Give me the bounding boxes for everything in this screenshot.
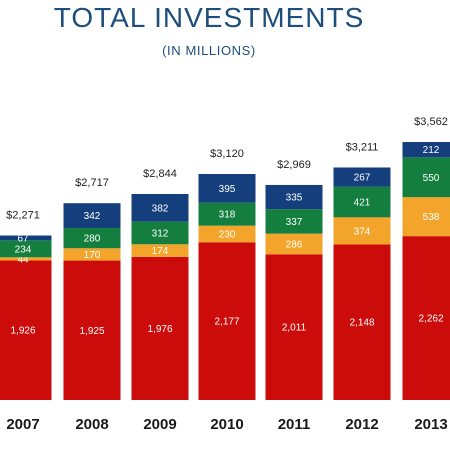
total-label-2011: $2,969 bbox=[277, 159, 311, 171]
segment-label-2013-s0: 2,262 bbox=[418, 314, 443, 325]
bar-segment-2009-s1 bbox=[131, 244, 189, 257]
segment-label-2008-s1: 170 bbox=[84, 250, 101, 261]
bar-segment-2013-s3 bbox=[402, 141, 450, 158]
bar-segment-2008-s1 bbox=[63, 248, 121, 261]
bar-segment-2011-s0 bbox=[265, 254, 323, 400]
x-tick-label-2008: 2008 bbox=[75, 416, 108, 433]
bar-segment-2012-s2 bbox=[333, 186, 391, 218]
segment-label-2010-s3: 395 bbox=[219, 184, 236, 195]
segment-label-2012-s1: 374 bbox=[354, 226, 371, 237]
bar-segment-2009-s3 bbox=[131, 194, 189, 222]
segment-label-2012-s0: 2,148 bbox=[349, 318, 374, 329]
total-label-2012: $3,211 bbox=[346, 141, 379, 153]
x-tick-label-2009: 2009 bbox=[143, 416, 176, 433]
bar-segment-2011-s2 bbox=[265, 209, 323, 234]
segment-label-2012-s3: 267 bbox=[354, 173, 371, 184]
segment-label-2010-s1: 230 bbox=[219, 229, 236, 240]
bar-segment-2012-s1 bbox=[333, 217, 391, 245]
segment-label-2009-s2: 312 bbox=[152, 228, 169, 239]
x-tick-label-2010: 2010 bbox=[210, 416, 243, 433]
bar-segment-2007-s3 bbox=[0, 235, 52, 241]
x-tick-label-2012: 2012 bbox=[345, 416, 378, 433]
segment-label-2010-s2: 318 bbox=[219, 210, 236, 221]
x-tick-label-2011: 2011 bbox=[278, 416, 311, 433]
bar-segment-2011-s3 bbox=[265, 184, 323, 210]
total-label-2007: $2,271 bbox=[6, 210, 40, 222]
bar-segment-2008-s0 bbox=[63, 260, 121, 400]
bar-segment-2012-s3 bbox=[333, 167, 391, 187]
segment-label-2007-s1: 44 bbox=[17, 254, 29, 265]
bar-segment-2007-s2 bbox=[0, 240, 52, 258]
segment-label-2010-s0: 2,177 bbox=[214, 317, 239, 328]
bar-segment-2009-s0 bbox=[131, 256, 189, 400]
segment-label-2013-s3: 212 bbox=[423, 145, 440, 156]
segment-label-2008-s0: 1,925 bbox=[79, 326, 104, 337]
segment-label-2011-s0: 2,011 bbox=[282, 323, 307, 334]
segment-label-2009-s3: 382 bbox=[152, 203, 169, 214]
bar-segment-2008-s3 bbox=[63, 203, 121, 228]
total-label-2010: $3,120 bbox=[210, 148, 244, 160]
bar-segment-2013-s0 bbox=[402, 236, 450, 400]
segment-label-2007-s2: 234 bbox=[15, 244, 32, 255]
segment-label-2011-s1: 286 bbox=[286, 239, 303, 250]
bar-segment-2010-s0 bbox=[198, 242, 256, 400]
bar-segment-2013-s1 bbox=[402, 197, 450, 237]
segment-label-2007-s3: 67 bbox=[17, 233, 29, 244]
total-label-2008: $2,717 bbox=[75, 177, 109, 189]
bar-segment-2009-s2 bbox=[131, 221, 189, 245]
total-label-2013: $3,562 bbox=[414, 116, 448, 128]
segment-label-2009-s0: 1,976 bbox=[147, 324, 172, 335]
bar-segment-2013-s2 bbox=[402, 157, 450, 198]
segment-label-2011-s3: 335 bbox=[286, 193, 303, 204]
chart-subtitle: (IN MILLIONS) bbox=[162, 43, 256, 58]
segment-label-2013-s1: 538 bbox=[423, 212, 440, 223]
total-label-2009: $2,844 bbox=[143, 168, 177, 180]
bar-segment-2010-s1 bbox=[198, 225, 256, 243]
bar-segment-2010-s3 bbox=[198, 174, 256, 203]
segment-label-2008-s3: 342 bbox=[84, 211, 101, 222]
segment-label-2011-s2: 337 bbox=[286, 217, 303, 228]
bar-segment-2011-s1 bbox=[265, 233, 323, 255]
x-tick-label-2007: 2007 bbox=[6, 416, 39, 433]
bar-segment-2008-s2 bbox=[63, 227, 121, 249]
segment-label-2007-s0: 1,926 bbox=[10, 326, 35, 337]
x-tick-label-2013: 2013 bbox=[414, 416, 447, 433]
bar-segment-2010-s2 bbox=[198, 202, 256, 226]
chart-title: TOTAL INVESTMENTS bbox=[53, 2, 365, 33]
segment-label-2009-s1: 174 bbox=[152, 246, 169, 257]
bar-segment-2012-s0 bbox=[333, 244, 391, 400]
segment-label-2013-s2: 550 bbox=[423, 173, 440, 184]
bar-segment-2007-s0 bbox=[0, 260, 52, 400]
segment-label-2008-s2: 280 bbox=[84, 234, 101, 245]
segment-label-2012-s2: 421 bbox=[354, 198, 371, 209]
bar-segment-2007-s1 bbox=[0, 257, 52, 261]
